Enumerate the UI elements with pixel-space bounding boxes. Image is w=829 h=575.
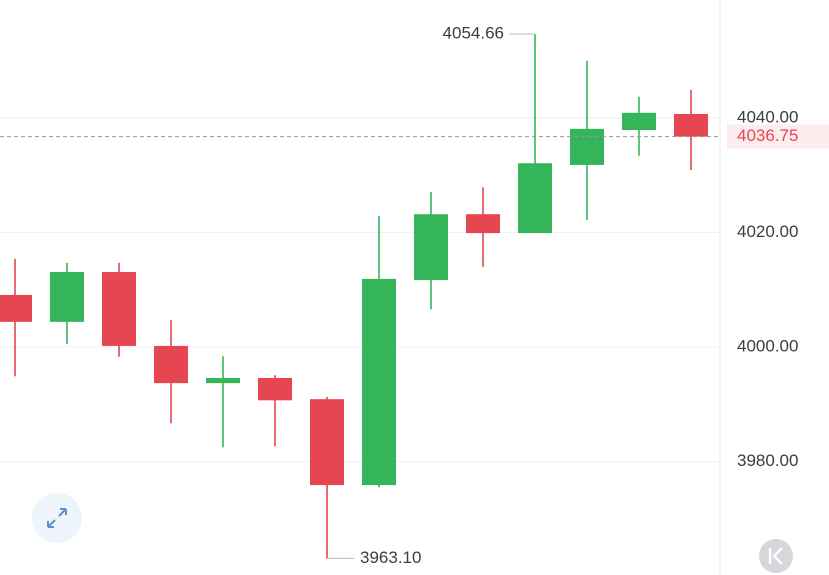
- candle-body: [50, 272, 84, 322]
- expand-button[interactable]: [32, 493, 82, 543]
- candle-body: [362, 278, 396, 486]
- candle-body: [570, 128, 604, 165]
- annotation-label: 3963.10: [360, 548, 421, 567]
- candle-body: [154, 345, 188, 384]
- y-tick-label: 4000.00: [737, 337, 798, 356]
- candle-body: [414, 214, 448, 281]
- candle-body: [310, 399, 344, 486]
- candle-body: [466, 214, 500, 234]
- y-tick-label: 4040.00: [737, 107, 798, 126]
- candle-body: [258, 377, 292, 401]
- annotation-label: 4054.66: [443, 24, 504, 43]
- last-price-box: [727, 124, 829, 149]
- y-tick-label: 4020.00: [737, 222, 798, 241]
- candle-body: [0, 294, 32, 322]
- candle-body: [206, 377, 240, 384]
- collapse-button[interactable]: [759, 539, 793, 573]
- last-price-label: 4036.75: [737, 126, 798, 145]
- candle-body: [102, 272, 136, 346]
- candle-body: [674, 113, 708, 137]
- y-tick-label: 3980.00: [737, 451, 798, 470]
- candle-body: [622, 112, 656, 131]
- candle-body: [518, 163, 552, 234]
